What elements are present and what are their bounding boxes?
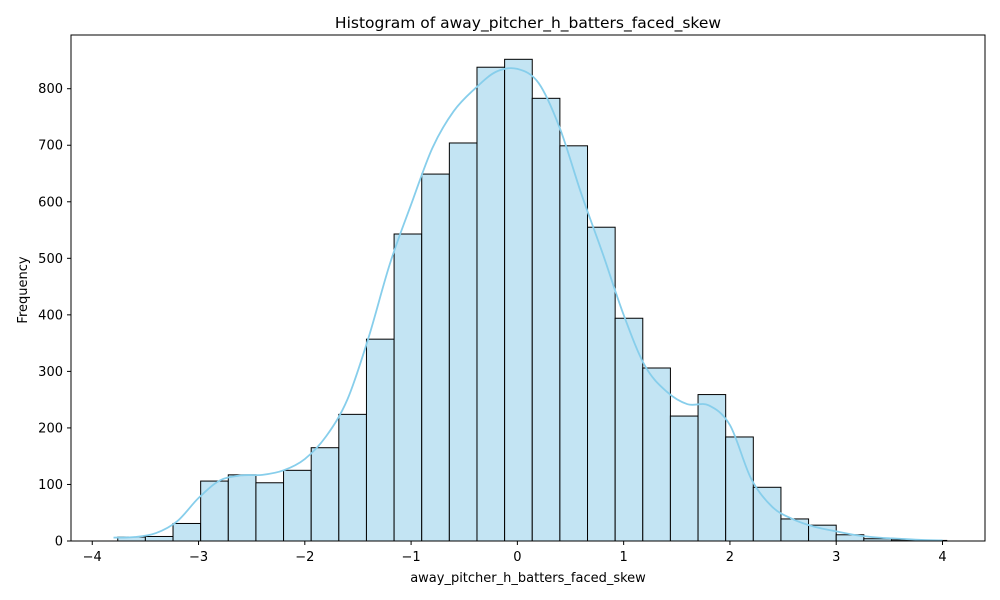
histogram-bar <box>587 226 616 542</box>
kde-curve <box>113 67 943 542</box>
histogram-bar <box>559 145 589 542</box>
x-tick-label: 1 <box>620 550 628 565</box>
histogram-bar <box>144 535 174 542</box>
y-tick-label: 800 <box>38 82 63 97</box>
histogram-bar <box>504 58 533 542</box>
chart-title: Histogram of away_pitcher_h_batters_face… <box>335 14 721 33</box>
histogram-bar <box>421 173 450 542</box>
histogram-bar <box>255 482 285 542</box>
y-axis: 0 100 200 300 400 500 600 700 800 <box>38 82 71 550</box>
y-tick-label: 500 <box>38 252 63 267</box>
histogram-bar <box>531 97 561 542</box>
x-tick-label: −2 <box>295 550 314 565</box>
histogram-bar <box>172 522 202 542</box>
histogram-bar <box>310 447 340 542</box>
y-axis-title: Frequency <box>16 256 31 323</box>
histogram-bar <box>697 394 727 542</box>
x-tick-label: 3 <box>832 550 840 565</box>
histogram-bar <box>227 474 257 542</box>
histogram-bar <box>780 518 810 542</box>
bars-group <box>117 58 948 542</box>
histogram-bar <box>669 415 699 542</box>
y-tick-label: 700 <box>38 139 63 154</box>
y-tick-label: 100 <box>38 478 63 493</box>
x-axis: −4 −3 −2 −1 0 1 2 3 4 <box>83 541 947 565</box>
histogram-bar <box>642 367 671 542</box>
x-axis-title: away_pitcher_h_batters_faced_skew <box>410 571 646 586</box>
histogram-bar <box>365 338 395 542</box>
x-tick-label: 4 <box>938 550 946 565</box>
y-tick-label: 0 <box>55 535 63 550</box>
histogram-bar <box>393 233 423 542</box>
histogram-bar <box>283 469 312 542</box>
histogram-bar <box>476 66 506 542</box>
histogram-bar <box>200 480 229 542</box>
plot-frame <box>70 34 986 542</box>
histogram-bar <box>808 524 837 542</box>
x-tick-label: −4 <box>83 550 102 565</box>
y-tick-label: 300 <box>38 365 63 380</box>
histogram-bar <box>448 142 478 542</box>
x-tick-label: 0 <box>513 550 521 565</box>
histogram-bar <box>752 486 782 542</box>
histogram-bar <box>725 436 754 542</box>
y-tick-label: 400 <box>38 308 63 323</box>
y-tick-label: 600 <box>38 195 63 210</box>
x-tick-label: −3 <box>189 550 208 565</box>
x-tick-label: 2 <box>726 550 734 565</box>
histogram-bar <box>338 413 367 542</box>
x-tick-label: −1 <box>402 550 421 565</box>
y-tick-label: 200 <box>38 421 63 436</box>
